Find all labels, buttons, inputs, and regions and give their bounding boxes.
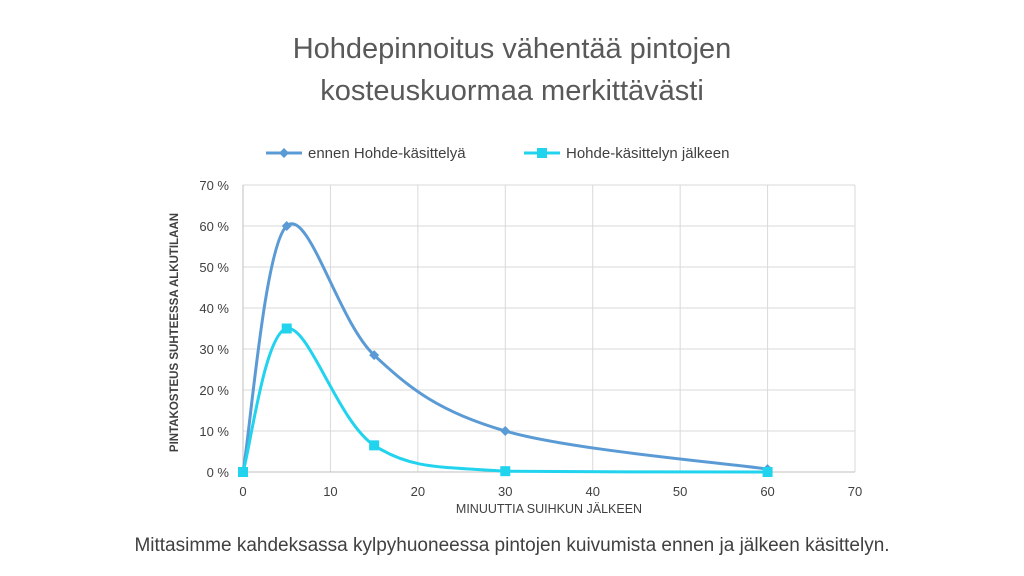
series-layer bbox=[238, 221, 773, 477]
chart-title: Hohdepinnoitus vähentää pintojen kosteus… bbox=[0, 28, 1024, 112]
x-tick-label: 50 bbox=[673, 484, 687, 499]
data-point bbox=[500, 466, 511, 477]
data-point bbox=[500, 426, 511, 436]
x-tick-label: 0 bbox=[239, 484, 246, 499]
legend-marker bbox=[279, 148, 289, 158]
y-tick-label: 20 % bbox=[199, 383, 229, 398]
data-point bbox=[369, 350, 380, 361]
chart-title-line-1: Hohdepinnoitus vähentää pintojen bbox=[292, 33, 732, 65]
data-point bbox=[281, 221, 292, 231]
data-point bbox=[281, 323, 292, 334]
chart-title-line-2: kosteuskuormaa merkittävästi bbox=[320, 75, 704, 107]
y-tick-label: 50 % bbox=[199, 260, 229, 275]
x-tick-label: 10 bbox=[323, 484, 337, 499]
data-point bbox=[369, 440, 380, 451]
legend-item-2: Hohde-käsittelyn jälkeen bbox=[524, 145, 729, 162]
data-point bbox=[238, 467, 248, 477]
line-chart: 0 % 10 % 20 % 30 % 40 % 50 % 60 % 70 % 0 10 20 30 40… bbox=[169, 145, 862, 516]
data-point bbox=[762, 467, 773, 477]
y-tick-label: 30 % bbox=[199, 342, 229, 357]
legend-label: ennen Hohde-käsittelyä bbox=[308, 145, 466, 162]
x-axis-label: MINUUTTIA SUIHKUN JÄLKEEN bbox=[456, 502, 642, 516]
x-tick-label: 30 bbox=[498, 484, 512, 499]
y-axis-label: PINTAKOSTEUS SUHTEESSA ALKUTILAAN bbox=[169, 213, 181, 452]
legend-label: Hohde-käsittelyn jälkeen bbox=[566, 145, 729, 162]
legend-item-1: ennen Hohde-käsittelyä bbox=[266, 145, 466, 162]
y-tick-label: 10 % bbox=[199, 424, 229, 439]
y-tick-label: 60 % bbox=[199, 219, 229, 234]
series-2 bbox=[238, 323, 773, 477]
axes: 0 % 10 % 20 % 30 % 40 % 50 % 60 % 70 % 0 10 20 30 40… bbox=[199, 178, 862, 499]
gridlines bbox=[243, 184, 856, 472]
y-tick-label: 70 % bbox=[199, 178, 229, 193]
legend: ennen Hohde-käsittelyä Hohde-käsittelyn j… bbox=[266, 145, 729, 162]
y-tick-label: 40 % bbox=[199, 301, 229, 316]
y-tick-label: 0 % bbox=[207, 465, 230, 480]
x-tick-label: 20 bbox=[411, 484, 425, 499]
x-tick-label: 70 bbox=[848, 484, 862, 499]
x-tick-label: 60 bbox=[760, 484, 774, 499]
x-tick-label: 40 bbox=[585, 484, 599, 499]
legend-marker bbox=[537, 148, 547, 158]
chart-caption: Mittasimme kahdeksassa kylpyhuoneessa pi… bbox=[134, 535, 890, 556]
